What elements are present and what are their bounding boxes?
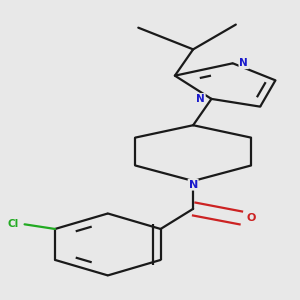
Text: Cl: Cl [8, 219, 19, 229]
Text: O: O [246, 213, 256, 223]
Text: N: N [188, 180, 198, 190]
Text: N: N [196, 94, 205, 104]
Text: N: N [239, 58, 248, 68]
